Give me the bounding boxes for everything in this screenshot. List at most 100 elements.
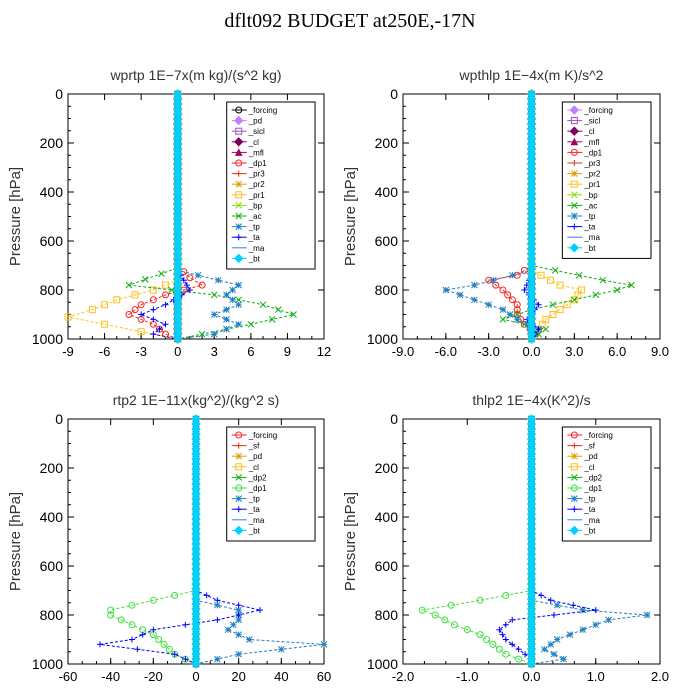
chart-title: wpthlp 1E−4x(m K)/s^2 bbox=[459, 67, 604, 83]
legend-entry: _tp bbox=[248, 495, 261, 504]
series-line bbox=[110, 419, 197, 665]
x-tick-label: 40 bbox=[274, 669, 288, 684]
data-point bbox=[508, 296, 516, 304]
data-point bbox=[535, 326, 542, 333]
y-tick-label: 200 bbox=[40, 460, 64, 476]
data-point bbox=[162, 321, 169, 328]
data-point bbox=[542, 325, 550, 333]
legend-entry: _pd bbox=[583, 452, 597, 461]
series-bt bbox=[526, 414, 537, 669]
data-point bbox=[540, 645, 548, 653]
legend-entry: _pr2 bbox=[248, 180, 266, 189]
y-tick-label: 600 bbox=[375, 233, 399, 249]
chart-title: rtp2 1E−11x(kg^2)/(kg^2 s) bbox=[113, 392, 280, 408]
legend-entry: _dp2 bbox=[583, 473, 602, 482]
data-point bbox=[520, 266, 528, 274]
y-axis-label: Pressure [hPa] bbox=[7, 167, 24, 266]
legend-marker bbox=[570, 431, 578, 439]
y-tick-label: 400 bbox=[40, 184, 64, 200]
legend-marker bbox=[570, 117, 578, 125]
data-point bbox=[150, 316, 157, 323]
legend-entry: _bp bbox=[248, 201, 263, 210]
data-point bbox=[235, 616, 243, 624]
data-point bbox=[149, 596, 157, 604]
x-tick-label: -1.0 bbox=[456, 669, 478, 684]
chart-title: thlp2 1E−4x(K^2)/s bbox=[472, 392, 590, 408]
data-point bbox=[223, 306, 230, 313]
legend-marker bbox=[569, 525, 580, 536]
legend-marker bbox=[235, 506, 242, 513]
x-tick-label: -3 bbox=[135, 344, 147, 359]
x-tick-label: 6.0 bbox=[608, 344, 626, 359]
data-point bbox=[223, 291, 230, 299]
legend-marker bbox=[235, 495, 243, 502]
x-tick-label: 20 bbox=[231, 669, 245, 684]
data-point bbox=[509, 641, 516, 648]
legend-entry: _ma bbox=[248, 244, 265, 253]
data-point bbox=[605, 616, 612, 624]
chart-panel-1: wprtp 1E−7x(m kg)/(s^2 kg) Pressure [hPa]… bbox=[7, 67, 331, 359]
legend-entry: _cl bbox=[583, 127, 594, 136]
data-point bbox=[502, 650, 510, 658]
legend-entry: _pr3 bbox=[583, 159, 601, 168]
series-line bbox=[445, 94, 540, 340]
legend-box bbox=[226, 426, 316, 542]
legend-marker bbox=[235, 452, 243, 460]
data-point bbox=[485, 301, 493, 309]
series-bt bbox=[191, 414, 201, 669]
y-tick-label: 0 bbox=[390, 411, 398, 427]
data-point bbox=[235, 606, 243, 614]
data-point bbox=[556, 306, 564, 314]
data-point bbox=[441, 616, 449, 624]
legend-marker bbox=[571, 160, 578, 166]
data-point bbox=[502, 591, 510, 599]
data-point bbox=[526, 659, 537, 669]
y-tick-label: 0 bbox=[55, 86, 63, 102]
data-point bbox=[210, 330, 218, 338]
data-point bbox=[613, 286, 621, 294]
legend-marker bbox=[570, 484, 578, 492]
legend-entry: _bt bbox=[248, 526, 261, 535]
legend-marker bbox=[234, 525, 244, 536]
legend-entry: _pd bbox=[248, 117, 262, 126]
legend-marker bbox=[235, 106, 243, 114]
legend-entry: _ac bbox=[248, 212, 262, 221]
series-bt bbox=[526, 89, 537, 344]
legend-entry: _ma bbox=[583, 516, 600, 525]
y-tick-label: 800 bbox=[40, 607, 64, 623]
legend-entry: _dp2 bbox=[248, 473, 267, 482]
legend-entry: _forcing bbox=[583, 106, 612, 115]
x-tick-label: 12 bbox=[317, 344, 331, 359]
x-tick-label: 60 bbox=[317, 669, 331, 684]
data-point bbox=[186, 274, 194, 282]
data-point bbox=[509, 616, 516, 623]
legend-marker bbox=[570, 170, 578, 177]
data-point bbox=[274, 306, 282, 313]
data-point bbox=[162, 301, 169, 308]
data-point bbox=[476, 631, 484, 639]
data-point bbox=[471, 296, 478, 304]
data-point bbox=[526, 334, 537, 344]
data-point bbox=[162, 330, 170, 338]
legend-marker bbox=[234, 148, 243, 156]
y-tick-label: 1000 bbox=[32, 656, 63, 672]
legend-marker bbox=[235, 484, 243, 492]
legend-marker bbox=[569, 243, 580, 253]
legend-entry: _sf bbox=[248, 442, 260, 451]
data-point bbox=[150, 626, 157, 633]
data-point bbox=[137, 328, 145, 336]
y-tick-label: 200 bbox=[40, 135, 64, 151]
data-point bbox=[553, 636, 561, 643]
legend-entry: _tp bbox=[248, 223, 261, 232]
data-point bbox=[223, 316, 230, 323]
data-point bbox=[566, 631, 574, 638]
data-point bbox=[515, 655, 523, 663]
series-bt bbox=[173, 89, 183, 344]
data-point bbox=[101, 301, 109, 309]
data-point bbox=[235, 301, 243, 309]
legend-marker bbox=[570, 463, 578, 471]
legend-marker bbox=[571, 506, 578, 513]
data-point bbox=[463, 626, 471, 634]
data-point bbox=[107, 611, 115, 619]
